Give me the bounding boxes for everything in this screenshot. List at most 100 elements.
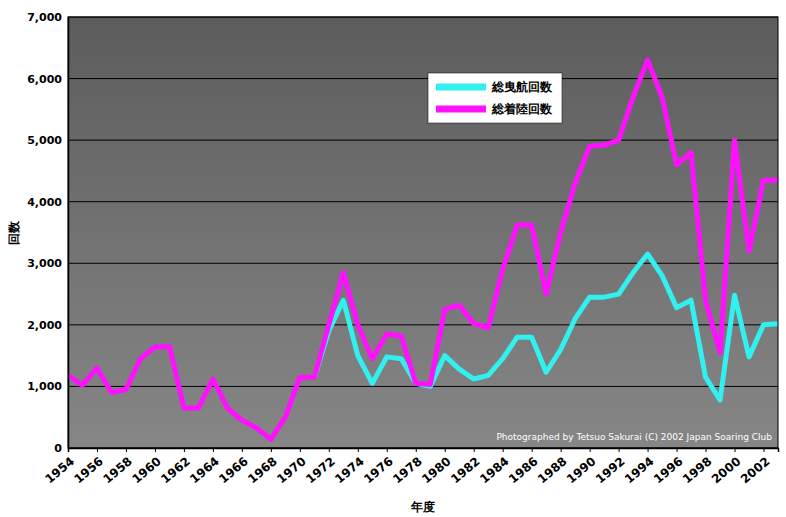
y-tick: 1,000 <box>27 380 68 393</box>
plot: 01,0002,0003,0004,0005,0006,0007,0001954… <box>27 11 778 486</box>
x-tick: 1968 <box>245 448 280 486</box>
grid-line <box>68 263 778 264</box>
x-tick: 1988 <box>535 448 570 486</box>
series-group <box>68 60 778 439</box>
x-tick-label: 1992 <box>593 454 628 486</box>
x-tick: 1994 <box>622 448 657 486</box>
x-tick-label: 1970 <box>274 454 309 486</box>
x-tick-mark <box>561 448 562 452</box>
y-tick: 4,000 <box>27 196 68 209</box>
x-tick: 1960 <box>129 448 164 486</box>
legend-label: 総曳航回数 <box>491 80 553 94</box>
x-tick-mark <box>677 448 678 452</box>
x-tick: 1974 <box>332 448 367 486</box>
x-axis: 1954195619581960196219641966196819701972… <box>42 448 778 486</box>
x-tick-label: 1964 <box>187 454 222 486</box>
grid-line <box>68 78 778 79</box>
x-tick-mark <box>68 448 69 452</box>
grid <box>68 17 778 448</box>
legend-label: 総着陸回数 <box>491 102 553 116</box>
x-tick-label: 1968 <box>245 454 280 486</box>
credit: Photographed by Tetsuo Sakurai (C) 2002 … <box>496 432 772 442</box>
x-tick-mark <box>184 448 185 452</box>
x-axis-title: 年度 <box>410 500 435 514</box>
x-tick: 1976 <box>361 448 396 486</box>
x-tick: 1966 <box>216 448 251 486</box>
x-tick-label: 1962 <box>158 454 193 486</box>
x-axis-line <box>69 449 779 453</box>
x-tick: 1984 <box>477 448 512 486</box>
x-tick-mark <box>358 448 359 452</box>
x-tick-label: 1984 <box>477 454 512 486</box>
x-tick-mark <box>155 448 156 452</box>
x-tick-mark <box>648 448 649 452</box>
x-tick-label: 2002 <box>738 454 773 486</box>
x-tick-mark <box>590 448 591 452</box>
y-tick-label: 4,000 <box>27 196 62 209</box>
x-tick-label: 1988 <box>535 454 570 486</box>
y-tick: 6,000 <box>27 73 68 86</box>
x-tick-mark <box>126 448 127 452</box>
legend: 総曳航回数総着陸回数 <box>428 73 562 123</box>
grid-line <box>68 201 778 202</box>
y-tick: 2,000 <box>27 319 68 332</box>
x-tick-mark <box>329 448 330 452</box>
x-tick-mark <box>271 448 272 452</box>
x-tick-mark <box>474 448 475 452</box>
y-tick-label: 1,000 <box>27 380 62 393</box>
y-tick-label: 5,000 <box>27 134 62 147</box>
plot-background <box>68 17 778 448</box>
y-tick-label: 2,000 <box>27 319 62 332</box>
x-tick-label: 1974 <box>332 454 367 486</box>
x-tick-mark <box>213 448 214 452</box>
x-tick-mark <box>300 448 301 452</box>
x-tick-label: 1972 <box>303 454 338 486</box>
x-tick-label: 1966 <box>216 454 251 486</box>
x-tick: 1980 <box>419 448 454 486</box>
x-tick: 1958 <box>100 448 135 486</box>
x-tick-mark <box>735 448 736 452</box>
x-tick: 1996 <box>651 448 686 486</box>
x-tick-label: 1994 <box>622 454 657 486</box>
x-tick-label: 2000 <box>709 454 744 486</box>
chart: 01,0002,0003,0004,0005,0006,0007,0001954… <box>0 0 786 517</box>
x-tick: 1978 <box>390 448 425 486</box>
x-tick-mark <box>532 448 533 452</box>
series-line <box>314 254 778 400</box>
x-tick-mark <box>387 448 388 452</box>
x-tick: 1992 <box>593 448 628 486</box>
y-tick-label: 7,000 <box>27 11 62 24</box>
y-tick-label: 0 <box>54 442 62 455</box>
x-tick-label: 1996 <box>651 454 686 486</box>
y-tick: 0 <box>54 442 68 455</box>
x-tick-mark <box>445 448 446 452</box>
y-axis: 01,0002,0003,0004,0005,0006,0007,000 <box>27 11 68 455</box>
x-tick: 1970 <box>274 448 309 486</box>
x-tick-label: 1956 <box>71 454 106 486</box>
x-tick-mark <box>706 448 707 452</box>
x-tick: 1956 <box>71 448 106 486</box>
x-tick-mark <box>619 448 620 452</box>
x-tick-label: 1990 <box>564 454 599 486</box>
x-tick: 1964 <box>187 448 222 486</box>
x-tick: 1986 <box>506 448 541 486</box>
x-tick: 1954 <box>42 448 77 486</box>
x-tick-label: 1960 <box>129 454 164 486</box>
x-tick-label: 1958 <box>100 454 135 486</box>
x-tick: 1962 <box>158 448 193 486</box>
grid-line <box>68 324 778 325</box>
x-tick-label: 1986 <box>506 454 541 486</box>
x-tick: 1972 <box>303 448 338 486</box>
y-tick: 7,000 <box>27 11 68 24</box>
x-tick: 1990 <box>564 448 599 486</box>
x-tick-mark <box>242 448 243 452</box>
x-tick-mark <box>416 448 417 452</box>
x-tick: 2000 <box>709 448 744 486</box>
x-tick-label: 1998 <box>680 454 715 486</box>
x-tick-label: 1978 <box>390 454 425 486</box>
legend-swatch <box>436 84 486 91</box>
x-tick-label: 1982 <box>448 454 483 486</box>
x-tick-label: 1980 <box>419 454 454 486</box>
y-tick-label: 6,000 <box>27 73 62 86</box>
y-axis-title: 回数 <box>7 220 21 245</box>
